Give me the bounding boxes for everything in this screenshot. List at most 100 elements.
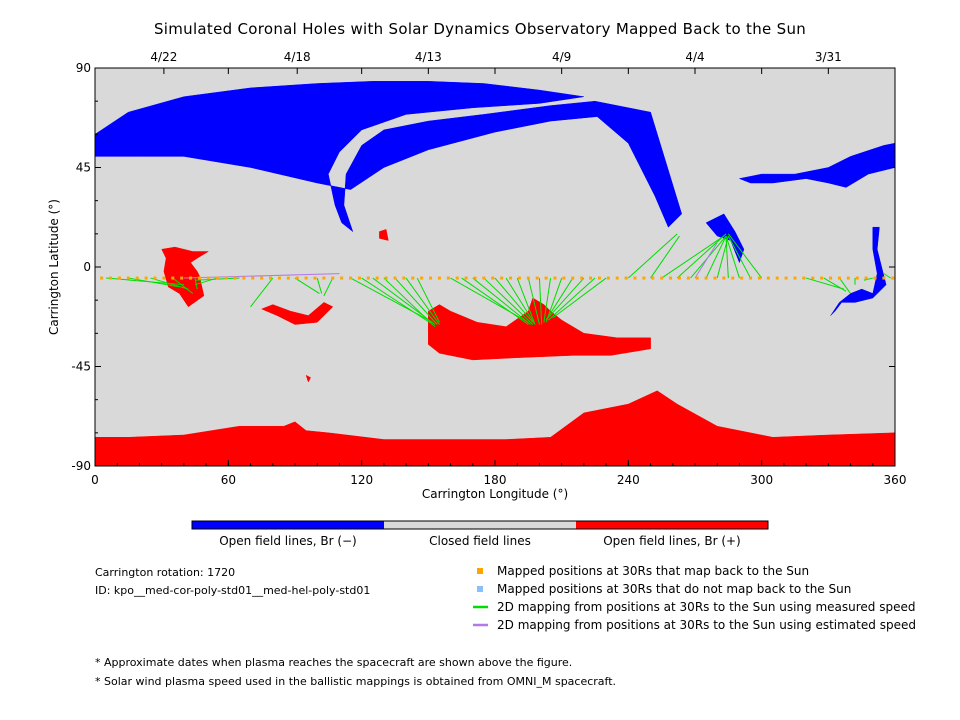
date-tick-label: 4/4 [685, 50, 704, 64]
mapped-position-point [215, 276, 219, 280]
measured-speed-mapping-line [516, 277, 536, 325]
mapped-position-point [580, 276, 584, 280]
model-id-label: ID: kpo__med-cor-poly-std01__med-hel-pol… [95, 584, 371, 597]
mapped-position-point [642, 276, 646, 280]
x-tick-label: 300 [750, 473, 773, 487]
chart-title: Simulated Coronal Holes with Solar Dynam… [153, 20, 807, 38]
map-layer [94, 68, 896, 467]
mapped-position-point [482, 276, 486, 280]
mapped-position-point [837, 276, 841, 280]
mapped-position-point [793, 276, 797, 280]
legend-label: Mapped positions at 30Rs that map back t… [497, 564, 809, 578]
south-open-positive-region-0 [94, 390, 896, 467]
mapped-position-point [189, 276, 193, 280]
date-tick-label: 4/22 [150, 50, 177, 64]
measured-speed-mapping-line [150, 277, 189, 290]
legend: Mapped positions at 30Rs that map back t… [473, 564, 916, 632]
mapped-position-point [615, 276, 619, 280]
date-tick-label: 4/9 [552, 50, 571, 64]
legend-square-marker [477, 568, 483, 574]
mapped-position-point [802, 276, 806, 280]
mapped-position-point [669, 276, 673, 280]
mapped-position-point [322, 276, 326, 280]
north-east-negative-region-0 [738, 142, 896, 188]
measured-speed-mapping-line [472, 277, 531, 325]
measured-speed-mapping-line [172, 277, 194, 294]
mapped-position-point [766, 276, 770, 280]
measured-speed-mapping-line [294, 277, 320, 294]
measured-speed-mapping-line [823, 277, 847, 292]
mapped-position-point [517, 276, 521, 280]
measured-speed-mapping-line [545, 277, 585, 321]
colorbar-segment [576, 521, 768, 529]
y-tick-label: 0 [83, 260, 91, 274]
legend-label: 2D mapping from positions at 30Rs to the… [497, 600, 915, 614]
y-tick-label: -45 [71, 360, 91, 374]
measured-speed-mapping-line [725, 235, 740, 279]
measured-speed-mapping-line [883, 273, 891, 279]
date-tick-label: 4/13 [415, 50, 442, 64]
mapped-position-point [829, 276, 833, 280]
mapped-position-point [277, 276, 281, 280]
mapped-position-point [882, 276, 886, 280]
y-axis-label: Carrington Latitude (°) [47, 199, 61, 335]
mapped-position-point [313, 276, 317, 280]
measured-speed-mapping-line [627, 233, 678, 279]
mapped-position-point [562, 276, 566, 280]
date-tick-label: 4/18 [284, 50, 311, 64]
mapped-position-point [713, 276, 717, 280]
south-open-positive-region-2 [428, 297, 651, 361]
colorbar-frame [191, 520, 769, 530]
mapped-position-point [491, 276, 495, 280]
mapped-position-point [589, 276, 593, 280]
legend-square-marker [477, 586, 483, 592]
mapped-position-point [135, 276, 139, 280]
mapped-position-point [455, 276, 459, 280]
legend-label: 2D mapping from positions at 30Rs to the… [497, 618, 916, 632]
mapped-position-point [375, 276, 379, 280]
measured-speed-mapping-line [863, 277, 873, 281]
mapped-position-point [242, 276, 246, 280]
measured-speed-mapping-line [483, 277, 534, 325]
mapped-position-point [357, 276, 361, 280]
mapped-position-point [340, 276, 344, 280]
mapped-position-point [420, 276, 424, 280]
south-open-positive-region-3 [261, 302, 334, 325]
mapped-position-point [269, 276, 273, 280]
y-tick-label: 90 [76, 61, 91, 75]
measured-speed-mapping-line [727, 235, 751, 279]
measured-speed-mapping-line [350, 277, 434, 323]
measured-speed-mapping-line [727, 233, 763, 279]
mapped-position-point [597, 276, 601, 280]
mapped-position-point [633, 276, 637, 280]
mapped-position-point [100, 276, 104, 280]
mapped-position-point [260, 276, 264, 280]
measured-speed-mapping-line [552, 277, 607, 319]
measured-speed-mapping-line [250, 277, 274, 308]
mapped-position-point [624, 276, 628, 280]
measured-speed-mapping-line [725, 238, 729, 279]
mapped-position-point [117, 276, 121, 280]
measured-speed-mapping-line [839, 277, 851, 294]
footnote-dates: * Approximate dates when plasma reaches … [95, 656, 573, 669]
mapped-position-point [526, 276, 530, 280]
mapped-position-point [224, 276, 228, 280]
mapped-position-point [873, 276, 877, 280]
mapped-position-point [304, 276, 308, 280]
measured-speed-mapping-line [316, 277, 323, 294]
mapped-position-point [784, 276, 788, 280]
mapped-position-point [233, 276, 237, 280]
mapped-position-point [162, 276, 166, 280]
mapped-position-point [384, 276, 388, 280]
measured-speed-mapping-line [543, 277, 552, 323]
colorbar-label: Closed field lines [429, 534, 531, 548]
x-tick-label: 240 [617, 473, 640, 487]
measured-speed-mapping-line [545, 277, 563, 323]
mapped-position-point [660, 276, 664, 280]
carrington-rotation-label: Carrington rotation: 1720 [95, 566, 236, 579]
mapped-position-point [286, 276, 290, 280]
measured-speed-mapping-line [661, 235, 725, 279]
estimated-speed-mapping-line [694, 242, 718, 279]
measured-speed-mapping-line [494, 277, 534, 323]
